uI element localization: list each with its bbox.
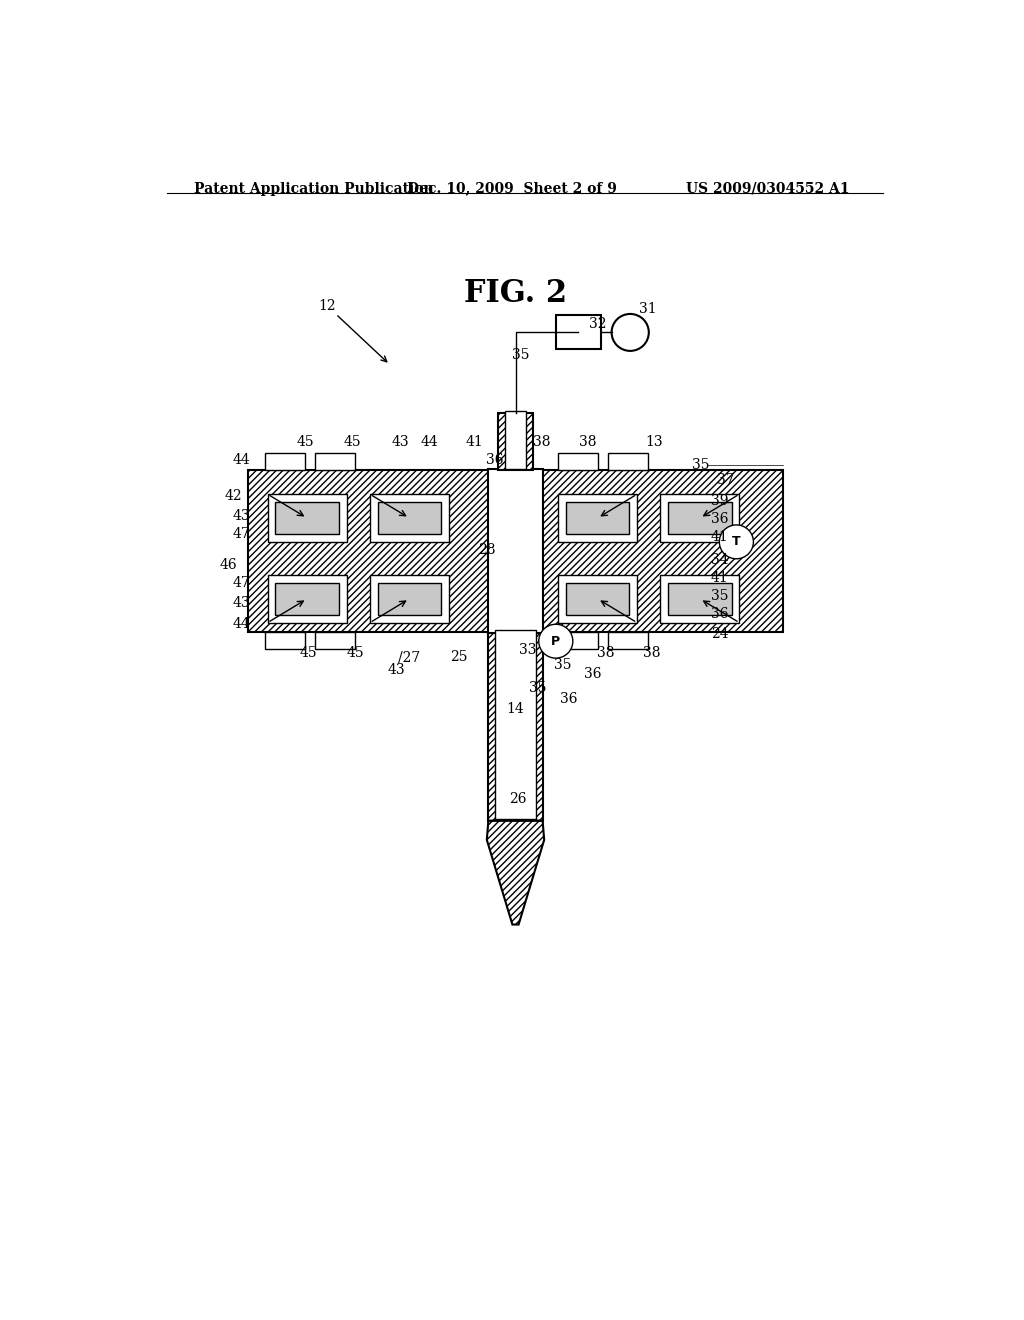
- Text: 38: 38: [597, 645, 614, 660]
- Bar: [265, 453, 305, 470]
- Bar: [265, 632, 305, 649]
- Text: 47: 47: [232, 577, 251, 590]
- Text: 43: 43: [232, 510, 250, 524]
- Text: 44: 44: [421, 434, 438, 449]
- Bar: [267, 576, 346, 623]
- Text: 44: 44: [232, 453, 251, 467]
- Bar: [488, 632, 543, 821]
- Text: 31: 31: [640, 301, 657, 315]
- Text: FIG. 2: FIG. 2: [464, 277, 567, 309]
- Circle shape: [611, 314, 649, 351]
- Text: 41: 41: [711, 531, 728, 544]
- Text: 32: 32: [589, 317, 606, 331]
- Text: 35: 35: [529, 681, 547, 696]
- Text: 41: 41: [465, 434, 483, 449]
- Text: 45: 45: [297, 434, 314, 449]
- Bar: [669, 582, 732, 615]
- Text: 43: 43: [388, 664, 406, 677]
- Bar: [607, 632, 648, 649]
- Bar: [378, 502, 441, 535]
- Bar: [275, 582, 339, 615]
- Bar: [505, 411, 526, 469]
- Text: Dec. 10, 2009  Sheet 2 of 9: Dec. 10, 2009 Sheet 2 of 9: [407, 182, 616, 195]
- Bar: [558, 494, 637, 543]
- Text: US 2009/0304552 A1: US 2009/0304552 A1: [686, 182, 850, 195]
- Text: 33: 33: [519, 643, 537, 656]
- Bar: [275, 502, 339, 535]
- Text: 38: 38: [643, 645, 660, 660]
- Circle shape: [719, 525, 754, 558]
- Text: 12: 12: [317, 300, 336, 313]
- Bar: [558, 632, 598, 649]
- Bar: [488, 469, 543, 634]
- Bar: [558, 576, 637, 623]
- Text: T: T: [732, 536, 740, 548]
- Bar: [499, 413, 532, 470]
- Text: 45: 45: [346, 645, 365, 660]
- Text: 47: 47: [232, 527, 251, 541]
- Text: 45: 45: [343, 434, 361, 449]
- Bar: [499, 413, 532, 470]
- Text: 43: 43: [391, 434, 410, 449]
- Text: 36: 36: [711, 607, 728, 622]
- Text: /27: /27: [397, 651, 420, 664]
- Bar: [248, 470, 783, 632]
- Bar: [669, 502, 732, 535]
- Text: 44: 44: [232, 618, 251, 631]
- Text: 38: 38: [532, 434, 550, 449]
- Text: 24: 24: [711, 627, 728, 642]
- Text: 42: 42: [225, 488, 243, 503]
- Text: 41: 41: [711, 572, 728, 585]
- Bar: [556, 315, 601, 350]
- Bar: [267, 494, 346, 543]
- Bar: [314, 632, 355, 649]
- Text: 13: 13: [646, 434, 664, 449]
- Text: 35: 35: [554, 659, 571, 672]
- Circle shape: [539, 624, 572, 659]
- Polygon shape: [486, 821, 544, 924]
- Text: 25: 25: [450, 651, 467, 664]
- Bar: [660, 494, 739, 543]
- Text: 35: 35: [512, 347, 529, 362]
- Bar: [248, 470, 783, 632]
- Bar: [495, 631, 537, 818]
- Bar: [370, 576, 449, 623]
- Bar: [314, 453, 355, 470]
- Bar: [378, 582, 441, 615]
- Bar: [607, 453, 648, 470]
- Bar: [488, 632, 543, 821]
- Text: Patent Application Publication: Patent Application Publication: [194, 182, 433, 195]
- Text: 36: 36: [560, 692, 578, 706]
- Text: 37: 37: [717, 474, 734, 487]
- Text: 28: 28: [478, 543, 496, 557]
- Text: 35: 35: [692, 458, 710, 471]
- Bar: [660, 576, 739, 623]
- Text: 14: 14: [506, 702, 524, 715]
- Text: 34: 34: [711, 553, 728, 568]
- Bar: [558, 453, 598, 470]
- Text: 46: 46: [219, 558, 238, 572]
- Text: 43: 43: [232, 597, 250, 610]
- Bar: [566, 502, 630, 535]
- Text: 45: 45: [300, 645, 317, 660]
- Bar: [566, 582, 630, 615]
- Text: 26: 26: [509, 792, 526, 807]
- Text: P: P: [551, 635, 560, 648]
- Text: 35: 35: [711, 589, 728, 603]
- Text: 38: 38: [579, 434, 597, 449]
- Text: 36: 36: [584, 668, 601, 681]
- Text: 36: 36: [486, 453, 504, 467]
- Text: 39: 39: [711, 494, 728, 508]
- Text: 36: 36: [711, 512, 728, 525]
- Bar: [370, 494, 449, 543]
